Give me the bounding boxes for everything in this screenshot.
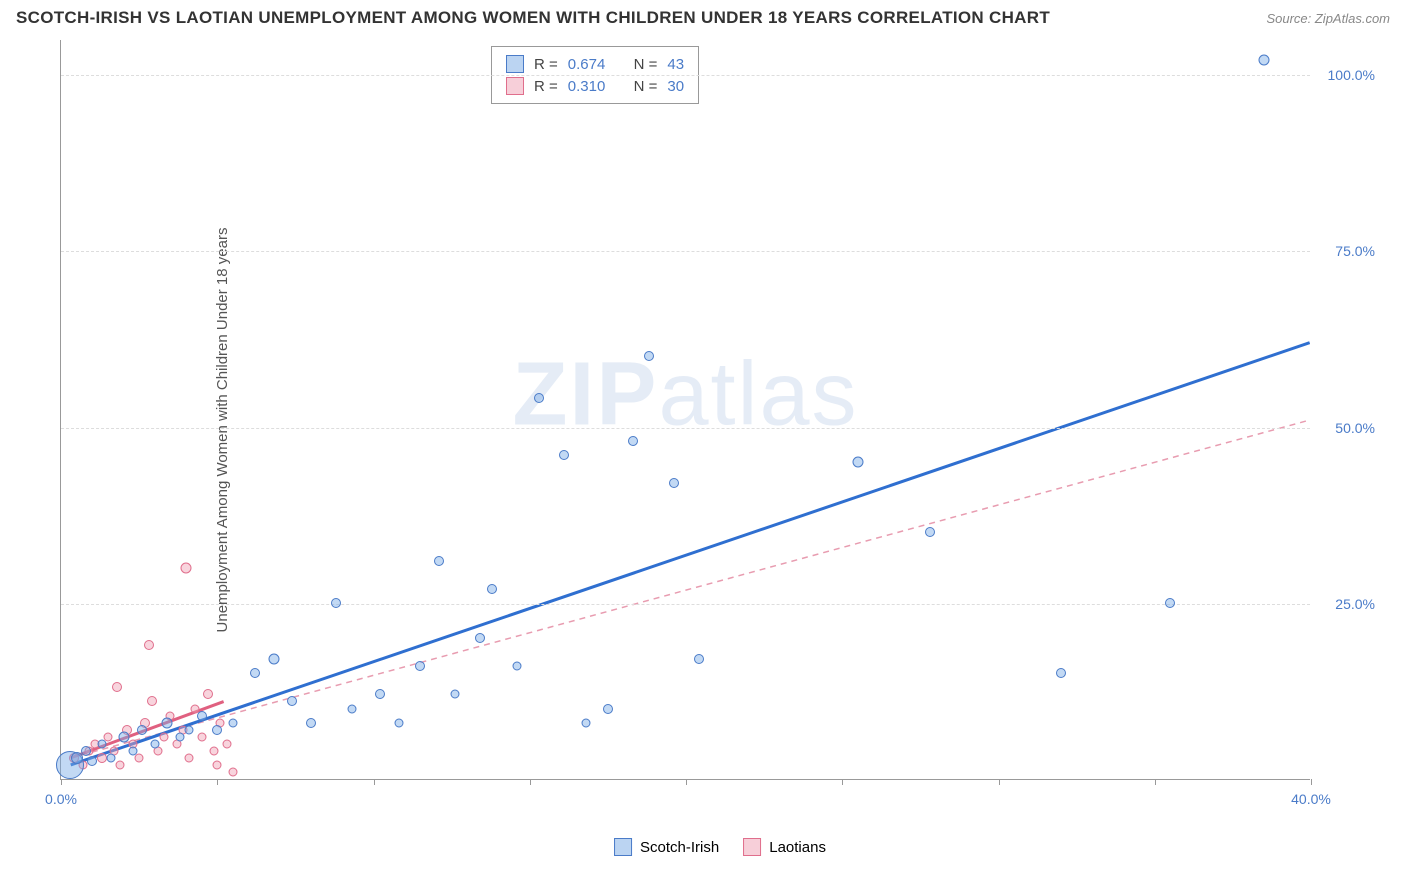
scatter-point (925, 527, 935, 537)
xtick (1311, 779, 1312, 785)
scatter-point (144, 640, 154, 650)
scatter-point (1056, 668, 1066, 678)
legend-item-1: Scotch-Irish (614, 838, 719, 856)
scatter-point (112, 682, 122, 692)
scatter-point (628, 436, 638, 446)
scatter-point (228, 767, 237, 776)
scatter-point (1259, 55, 1270, 66)
scatter-point (582, 718, 591, 727)
scatter-point (287, 696, 297, 706)
scatter-point (97, 753, 107, 763)
xtick-label: 0.0% (45, 791, 77, 807)
scatter-point (434, 556, 444, 566)
ytick-label: 75.0% (1335, 243, 1375, 259)
scatter-point (135, 753, 144, 762)
ytick-label: 50.0% (1335, 420, 1375, 436)
ytick-label: 100.0% (1328, 67, 1375, 83)
scatter-point (475, 633, 485, 643)
swatch-pink-icon (506, 77, 524, 95)
xtick (999, 779, 1000, 785)
scatter-point (213, 760, 222, 769)
scatter-point (487, 584, 497, 594)
ytick-label: 25.0% (1335, 596, 1375, 612)
gridline (61, 604, 1310, 605)
xtick-label: 40.0% (1291, 791, 1331, 807)
scatter-point (694, 654, 704, 664)
scatter-point (331, 598, 341, 608)
swatch-blue-icon (506, 55, 524, 73)
plot-region: ZIPatlas R = 0.674 N = 43 R = 0.310 N = … (60, 40, 1310, 780)
scatter-point (222, 739, 231, 748)
scatter-point (116, 760, 125, 769)
chart-title: SCOTCH-IRISH VS LAOTIAN UNEMPLOYMENT AMO… (16, 8, 1050, 28)
scatter-point (210, 746, 219, 755)
scatter-point (852, 456, 863, 467)
gridline (61, 251, 1310, 252)
scatter-point (1165, 598, 1175, 608)
xtick (1155, 779, 1156, 785)
trendline (71, 343, 1310, 765)
scatter-point (644, 351, 654, 361)
gridline (61, 75, 1310, 76)
stats-row-2: R = 0.310 N = 30 (506, 75, 684, 97)
bottom-legend: Scotch-Irish Laotians (614, 838, 826, 856)
xtick (686, 779, 687, 785)
scatter-point (603, 704, 613, 714)
scatter-point (197, 711, 207, 721)
stats-row-1: R = 0.674 N = 43 (506, 53, 684, 75)
scatter-point (181, 562, 192, 573)
scatter-point (150, 739, 159, 748)
scatter-point (450, 690, 459, 699)
scatter-point (394, 718, 403, 727)
scatter-point (175, 732, 184, 741)
scatter-point (81, 746, 91, 756)
scatter-point (513, 662, 522, 671)
scatter-point (107, 753, 116, 762)
xtick (530, 779, 531, 785)
swatch-blue-icon (614, 838, 632, 856)
scatter-point (128, 746, 137, 755)
chart-area: Unemployment Among Women with Children U… (60, 40, 1380, 820)
xtick (217, 779, 218, 785)
scatter-point (185, 753, 194, 762)
scatter-point (147, 696, 157, 706)
scatter-point (137, 725, 147, 735)
xtick (374, 779, 375, 785)
swatch-pink-icon (743, 838, 761, 856)
source-label: Source: ZipAtlas.com (1266, 11, 1390, 26)
scatter-point (268, 654, 279, 665)
scatter-point (375, 689, 385, 699)
gridline (61, 428, 1310, 429)
scatter-point (534, 393, 544, 403)
xtick (842, 779, 843, 785)
scatter-point (415, 661, 425, 671)
legend-item-2: Laotians (743, 838, 826, 856)
scatter-point (118, 731, 129, 742)
scatter-point (250, 668, 260, 678)
scatter-point (160, 732, 169, 741)
watermark: ZIPatlas (512, 343, 858, 446)
xtick (61, 779, 62, 785)
scatter-point (228, 718, 237, 727)
scatter-point (669, 478, 679, 488)
scatter-point (559, 450, 569, 460)
scatter-point (71, 752, 83, 764)
scatter-point (185, 725, 194, 734)
scatter-point (347, 704, 356, 713)
scatter-point (87, 756, 97, 766)
scatter-point (212, 725, 222, 735)
scatter-point (162, 717, 173, 728)
trendline (71, 420, 1310, 758)
scatter-point (306, 718, 316, 728)
scatter-point (197, 732, 206, 741)
trendlines (61, 40, 1310, 779)
scatter-point (97, 739, 106, 748)
scatter-point (203, 689, 213, 699)
